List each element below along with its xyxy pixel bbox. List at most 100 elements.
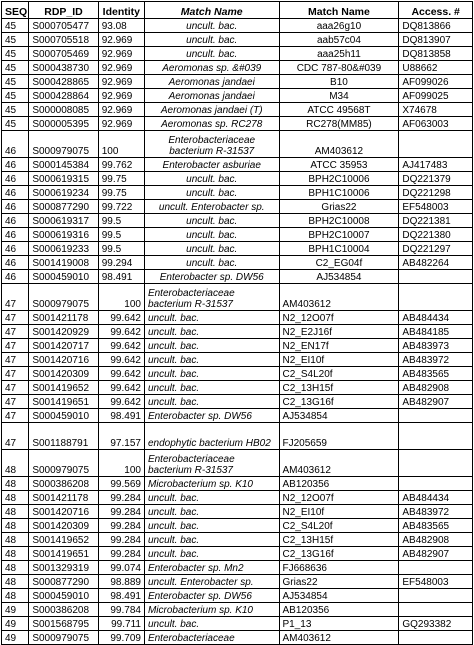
cell-access: AB484434: [398, 310, 473, 325]
cell-match-name: C2_13G16f: [278, 546, 400, 561]
cell-match-italic: uncult. bac.: [143, 310, 280, 325]
cell-identity: 99.284: [97, 546, 145, 561]
cell-access: [398, 130, 473, 158]
cell-access: GQ293382: [398, 616, 473, 631]
cell-match-italic: Enterobacter sp. DW56: [143, 269, 280, 284]
cell-seq: 47: [0, 338, 30, 353]
cell-seq: 48: [0, 588, 30, 603]
cell-identity: 99.074: [97, 560, 145, 575]
cell-seq: 45: [0, 32, 30, 47]
cell-access: [398, 422, 473, 450]
cell-match-italic: uncult. bac.: [143, 171, 280, 186]
cell-identity: 92.969: [97, 46, 145, 61]
header-row: SEQ RDP_ID Identity Match Name Match Nam…: [0, 1, 473, 19]
table-row: 48 S001420716 99.284 uncult. bac. N2_EI10f AB…: [0, 504, 473, 519]
cell-identity: 98.491: [97, 269, 145, 284]
cell-match-italic: uncult. bac.: [143, 32, 280, 47]
table-row: 46 S000459010 98.491 Enterobacter sp. DW56 A…: [0, 269, 473, 284]
cell-rdp-id: S000386208: [28, 476, 99, 491]
cell-match-italic: Enterobacteriaceae bacterium R-31537: [143, 449, 280, 477]
cell-match-italic: uncult. bac.: [143, 213, 280, 228]
table-row: 48 S000386208 99.569 Microbacterium sp. K10…: [0, 476, 473, 491]
cell-match-name: BPH2C10008: [278, 213, 400, 228]
cell-match-name: ATCC 49568T: [278, 102, 400, 117]
cell-match-italic: uncult. Enterobacter sp.: [143, 574, 280, 589]
cell-match-italic: uncult. bac.: [143, 532, 280, 547]
cell-identity: 99.642: [97, 366, 145, 381]
cell-match-italic: Aeromonas sp. &#039: [143, 60, 280, 75]
cell-match-italic: uncult. bac.: [143, 352, 280, 367]
header-match-name-italic: Match Name: [143, 1, 280, 19]
cell-seq: 45: [0, 116, 30, 131]
cell-identity: 99.709: [97, 630, 145, 645]
cell-rdp-id: S000619316: [28, 227, 99, 242]
cell-match-italic: Enterobacter asburiae: [143, 157, 280, 172]
table-row: 45 S000438730 92.969 Aeromonas sp. &#039 CDC…: [0, 60, 473, 75]
cell-match-name: AJ534854: [278, 269, 400, 284]
cell-access: [398, 408, 473, 423]
cell-access: U88662: [398, 60, 473, 75]
header-match-name: Match Name: [278, 1, 400, 19]
cell-match-name: aaa25h11: [278, 46, 400, 61]
table-row: 46 S001419008 99.294 uncult. bac. C2_EG04f AB…: [0, 255, 473, 270]
cell-match-name: AJ534854: [278, 588, 400, 603]
cell-seq: 45: [0, 74, 30, 89]
cell-match-name: AM403612: [278, 130, 400, 158]
cell-match-name: P1_13: [278, 616, 400, 631]
cell-identity: 100: [97, 130, 145, 158]
cell-match-name: C2_EG04f: [278, 255, 400, 270]
cell-rdp-id: S000459010: [28, 269, 99, 284]
cell-match-italic: Microbacterium sp. K10: [143, 476, 280, 491]
cell-match-italic: uncult. bac.: [143, 241, 280, 256]
cell-identity: 92.969: [97, 60, 145, 75]
table-row: 47 S001421178 99.642 uncult. bac. N2_12O07f A…: [0, 310, 473, 325]
cell-rdp-id: S001420309: [28, 366, 99, 381]
header-identity: Identity: [97, 1, 145, 19]
cell-identity: 99.284: [97, 518, 145, 533]
cell-identity: 98.491: [97, 408, 145, 423]
table-row: 48 S001329319 99.074 Enterobacter sp. Mn2 FJ…: [0, 560, 473, 575]
table-row: 47 S000459010 98.491 Enterobacter sp. DW56 A…: [0, 408, 473, 423]
cell-seq: 47: [0, 324, 30, 339]
cell-seq: 46: [0, 255, 30, 270]
cell-access: EF548003: [398, 574, 473, 589]
table-row: 46 S000877290 99.722 uncult. Enterobacter s…: [0, 199, 473, 214]
cell-match-italic: uncult. bac.: [143, 366, 280, 381]
cell-match-italic: Enterobacteriaceae: [143, 630, 280, 645]
cell-rdp-id: S000459010: [28, 408, 99, 423]
cell-seq: 48: [0, 574, 30, 589]
cell-access: DQ221298: [398, 185, 473, 200]
cell-access: [398, 630, 473, 645]
cell-rdp-id: S001420309: [28, 518, 99, 533]
cell-rdp-id: S000619233: [28, 241, 99, 256]
cell-access: [398, 269, 473, 284]
cell-match-name: BPH1C10004: [278, 241, 400, 256]
cell-match-name: BPH2C10007: [278, 227, 400, 242]
cell-match-name: BPH1C10006: [278, 185, 400, 200]
cell-rdp-id: S000005395: [28, 116, 99, 131]
cell-match-name: Grias22: [278, 199, 400, 214]
cell-seq: 49: [0, 616, 30, 631]
cell-access: [398, 588, 473, 603]
cell-match-italic: Enterobacter sp. DW56: [143, 588, 280, 603]
cell-match-name: N2_12O07f: [278, 490, 400, 505]
table-row: 47 S001188791 97.157 endophytic bacterium H…: [0, 422, 473, 450]
header-seq: SEQ: [0, 1, 30, 19]
table-body: 45 S000705477 93.08 uncult. bac. aaa26g10 DQ8…: [0, 18, 473, 645]
cell-match-name: AM403612: [278, 449, 400, 477]
cell-seq: 48: [0, 546, 30, 561]
cell-seq: 46: [0, 269, 30, 284]
cell-identity: 99.642: [97, 352, 145, 367]
cell-identity: 92.969: [97, 102, 145, 117]
cell-rdp-id: S001421178: [28, 490, 99, 505]
table-row: 49 S001568795 99.711 uncult. bac. P1_13 GQ293…: [0, 616, 473, 631]
cell-seq: 46: [0, 157, 30, 172]
table-row: 48 S001421178 99.284 uncult. bac. N2_12O07f A…: [0, 490, 473, 505]
cell-match-italic: uncult. bac.: [143, 227, 280, 242]
cell-rdp-id: S001419652: [28, 380, 99, 395]
cell-identity: 99.75: [97, 171, 145, 186]
table-row: 47 S001420717 99.642 uncult. bac. N2_EN17f AB…: [0, 338, 473, 353]
cell-rdp-id: S001421178: [28, 310, 99, 325]
cell-match-italic: uncult. bac.: [143, 380, 280, 395]
cell-match-italic: uncult. bac.: [143, 46, 280, 61]
